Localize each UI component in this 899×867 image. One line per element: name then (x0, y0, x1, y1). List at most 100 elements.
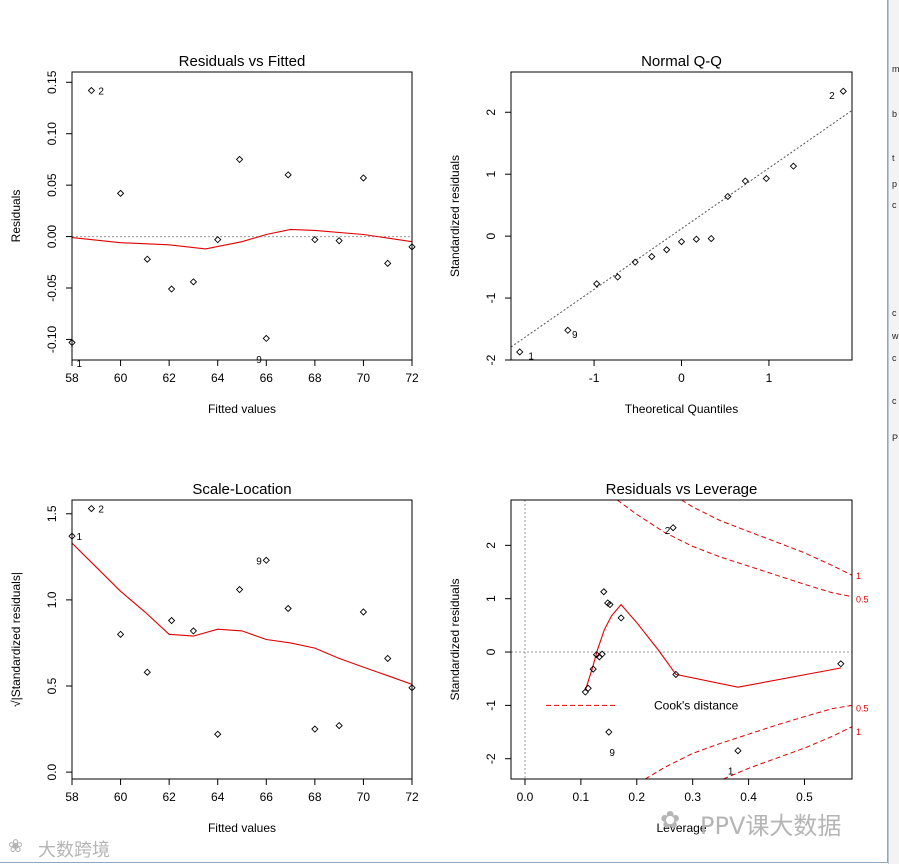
y-tick-label: -1 (484, 700, 498, 711)
data-point (564, 326, 572, 334)
data-point (235, 585, 244, 594)
data-point (311, 236, 319, 244)
data-point (677, 238, 686, 246)
data-point (68, 338, 76, 347)
qq-reference-line (511, 109, 852, 348)
smooth-line (72, 542, 412, 685)
plot-area (511, 500, 852, 779)
cooks-level-label: 0.5 (856, 704, 869, 714)
y-tick-label: 1 (484, 171, 498, 178)
side-char: c (892, 396, 897, 406)
plot-frame (71, 71, 413, 361)
point-label: 9 (256, 355, 262, 366)
panel-2 (505, 71, 853, 366)
data-point (724, 192, 732, 201)
watermark-left-icon: ❀ (8, 836, 24, 857)
data-point (606, 600, 614, 609)
cooks-level-label: 0.5 (856, 595, 869, 605)
x-tick-label: 0.2 (628, 790, 645, 804)
data-point (614, 273, 622, 281)
y-tick-label: 1.0 (45, 591, 59, 608)
point-label: 1 (728, 766, 734, 777)
data-point (631, 258, 639, 266)
data-point (672, 670, 680, 679)
cooks-distance-curve (616, 500, 852, 598)
y-tick-label: 0 (484, 648, 498, 655)
y-tick-label: 2 (484, 542, 498, 549)
x-tick-label: 0.0 (517, 790, 534, 804)
side-char: p (892, 179, 898, 189)
point-label: 2 (665, 526, 671, 537)
data-point (143, 668, 151, 676)
y-tick-label: 0.10 (45, 122, 59, 146)
data-point (692, 235, 701, 243)
x-tick-label: 60 (114, 790, 128, 804)
y-tick-label: 0.00 (45, 225, 59, 249)
data-point (837, 660, 845, 668)
side-window-strip (888, 0, 899, 864)
x-axis-label: Fitted values (208, 821, 276, 835)
x-axis-label: Fitted values (208, 402, 276, 416)
plot-frame (510, 499, 853, 780)
side-char: c (892, 308, 897, 318)
data-point (359, 608, 368, 616)
data-point (648, 252, 656, 261)
y-tick-label: 0 (484, 232, 498, 239)
y-tick-label: 0.0 (45, 763, 59, 780)
y-tick-label: -2 (484, 354, 498, 365)
x-tick-label: 66 (260, 371, 274, 385)
side-char: w (892, 331, 899, 341)
y-tick-label: -0.10 (45, 325, 59, 353)
x-tick-label: 72 (405, 790, 419, 804)
x-tick-label: 70 (357, 371, 371, 385)
x-axis-label: Leverage (656, 821, 706, 835)
y-tick-label: -1 (484, 292, 498, 303)
point-label: 2 (98, 87, 104, 98)
y-tick-label: 1 (484, 595, 498, 602)
data-point (68, 532, 76, 540)
y-tick-label: 2 (484, 109, 498, 116)
x-tick-label: 60 (114, 371, 128, 385)
x-tick-label: 1 (766, 371, 773, 385)
watermark-right: PPV课大数据 (700, 812, 842, 840)
watermark-right-icon: ✿ (660, 806, 681, 834)
data-point (589, 665, 597, 673)
side-char: b (892, 109, 898, 119)
panel-1 (66, 71, 416, 366)
x-tick-label: 0.3 (684, 790, 701, 804)
data-point (516, 348, 524, 356)
y-tick-label: -0.05 (45, 274, 59, 302)
side-char: c (892, 200, 897, 210)
x-tick-label: 58 (65, 371, 79, 385)
data-point (384, 654, 392, 663)
data-point (335, 237, 343, 245)
data-point (214, 730, 222, 738)
y-tick-label: 0.05 (45, 173, 59, 197)
data-point (592, 651, 601, 659)
y-axis-label: Standardized residuals (448, 578, 462, 700)
point-label: 1 (528, 352, 534, 363)
data-point (669, 524, 677, 532)
data-point (284, 604, 292, 613)
point-label: 2 (98, 505, 104, 516)
y-axis-label: Residuals (9, 190, 23, 243)
cooks-distance-curve (723, 726, 852, 779)
side-char: P (892, 433, 899, 443)
data-point (262, 334, 270, 343)
smooth-line (584, 603, 841, 691)
cooks-level-label: 1 (856, 571, 861, 581)
data-point (408, 243, 416, 251)
x-tick-label: 62 (162, 790, 176, 804)
data-point (408, 684, 416, 692)
data-point (311, 725, 319, 733)
data-point (214, 236, 222, 244)
data-point (662, 246, 671, 254)
data-point (167, 616, 176, 625)
data-point (741, 177, 749, 185)
y-tick-label: 1.5 (45, 505, 59, 522)
x-tick-label: 58 (65, 790, 79, 804)
data-point (734, 747, 742, 755)
side-char: c (892, 353, 897, 363)
data-point (335, 721, 343, 730)
